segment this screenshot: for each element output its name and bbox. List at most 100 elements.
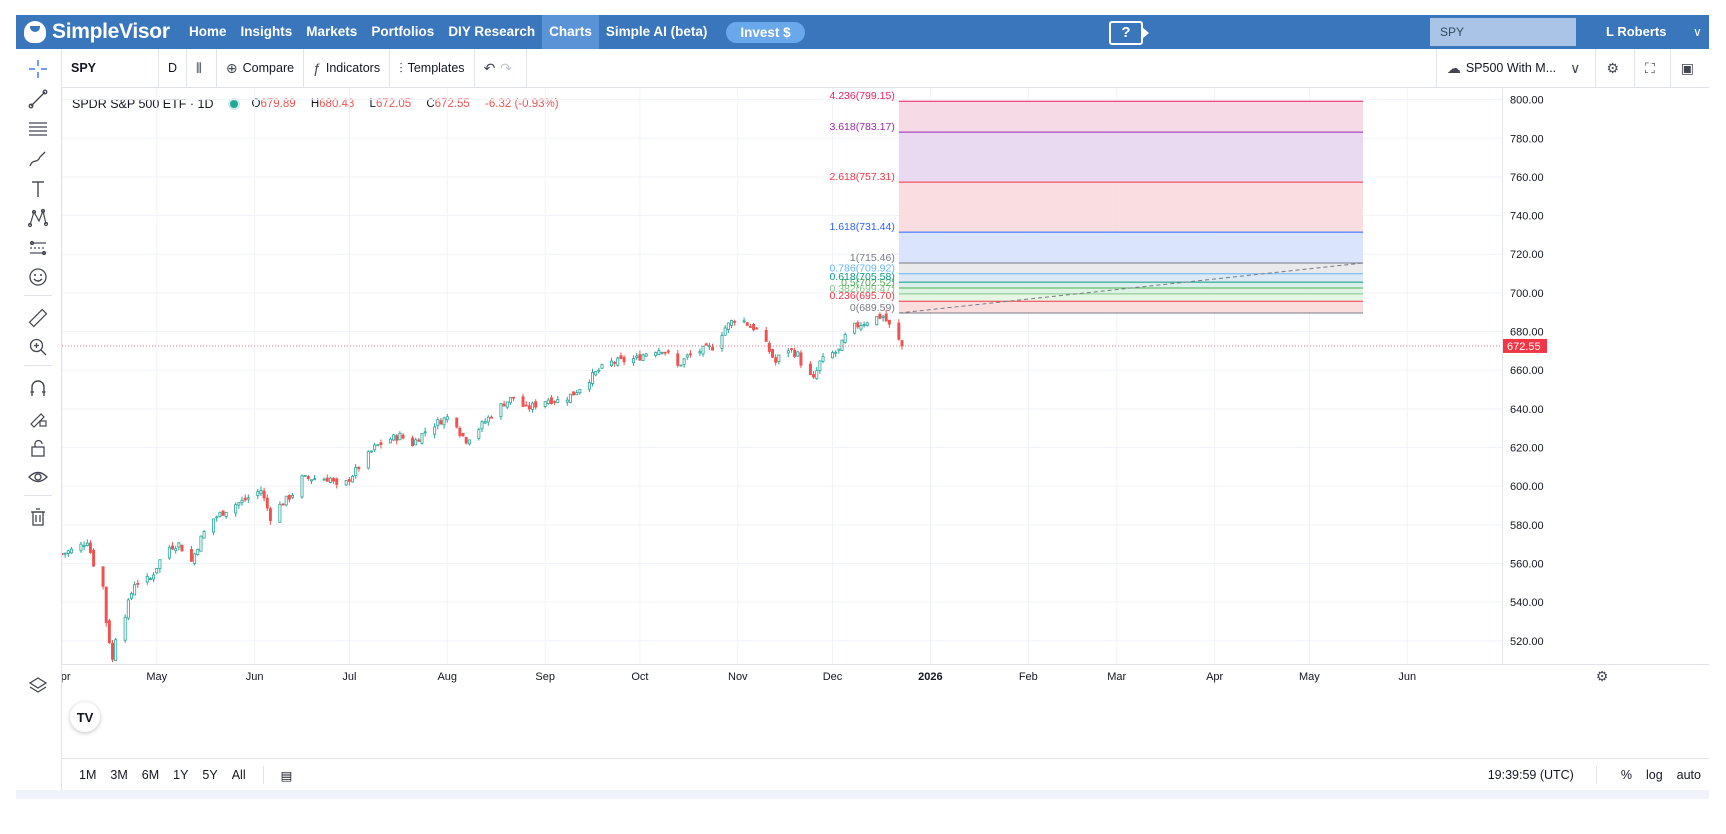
legend-open: 679.89 <box>260 98 296 110</box>
crosshair-icon[interactable] <box>27 58 49 80</box>
nav-charts[interactable]: Charts <box>542 15 599 49</box>
trend-line-icon[interactable] <box>27 88 49 110</box>
candle-body <box>609 360 613 367</box>
candle-body <box>69 548 73 554</box>
candle-body <box>726 322 730 330</box>
range-5y[interactable]: 5Y <box>202 768 218 782</box>
candle-body <box>881 315 885 318</box>
candles-icon: ⫴ <box>196 59 202 76</box>
fib-level-label: 0.382(699.47) <box>829 283 894 295</box>
candle-body <box>82 544 86 547</box>
chart-type-button[interactable]: ⫴ <box>187 49 217 87</box>
range-1y[interactable]: 1Y <box>173 768 189 782</box>
candle-body <box>733 321 737 323</box>
candle-body <box>685 354 689 358</box>
candle-body <box>635 355 639 358</box>
magnet-icon[interactable] <box>27 377 49 399</box>
candle-body <box>111 642 115 660</box>
candle-body <box>417 439 421 442</box>
candle-body <box>859 325 863 330</box>
brand-logo[interactable]: SimpleVisor <box>24 20 182 44</box>
pattern-tool-icon[interactable] <box>27 207 49 229</box>
fib-zone <box>898 101 1364 133</box>
range-1m[interactable]: 1M <box>79 768 97 782</box>
candle-body <box>357 466 361 469</box>
fullscreen-button[interactable]: ⛶ <box>1633 49 1670 87</box>
text-tool-icon[interactable] <box>27 178 49 200</box>
candle-body <box>88 542 92 553</box>
time-tick-label: Apr <box>1206 671 1223 683</box>
candle-body <box>578 389 582 394</box>
fib-level-label: 0.786(709.92) <box>829 263 894 275</box>
zoom-in-icon[interactable] <box>27 336 49 358</box>
symbol-button[interactable]: SPY <box>62 49 159 87</box>
candle-body <box>114 639 118 662</box>
range-all[interactable]: All <box>231 768 246 782</box>
prediction-tool-icon[interactable] <box>27 237 49 259</box>
templates-button[interactable]: ⫶ Templates <box>390 49 475 87</box>
gear-icon: ⚙ <box>1606 59 1619 76</box>
range-6m[interactable]: 6M <box>141 768 160 782</box>
unlock-icon[interactable] <box>27 437 49 459</box>
interval-button[interactable]: D <box>159 49 188 87</box>
candle-body <box>505 401 509 408</box>
candle-body <box>897 322 901 340</box>
last-price-label: 672.55 <box>1507 341 1541 353</box>
fib-retracement-icon[interactable] <box>27 118 49 140</box>
candle-body <box>455 417 459 428</box>
user-name[interactable]: L Roberts <box>1606 24 1667 39</box>
candle-body <box>553 400 557 403</box>
candle-body <box>572 391 576 396</box>
candle-body <box>660 351 664 354</box>
nav-home[interactable]: Home <box>189 24 227 39</box>
candle-body <box>613 361 617 364</box>
tradingview-logo[interactable]: TV <box>70 702 100 732</box>
candle-body <box>878 313 882 319</box>
chevron-down-icon[interactable]: ∨ <box>1693 25 1702 39</box>
ruler-icon[interactable] <box>27 307 49 329</box>
indicators-button[interactable]: ƒ Indicators <box>304 49 391 87</box>
layout-selector[interactable]: ☁ SP500 With M... ∨ <box>1435 49 1596 87</box>
candle-body <box>155 567 159 574</box>
nav-portfolios[interactable]: Portfolios <box>371 24 435 39</box>
candle-body <box>300 475 304 498</box>
help-video-icon[interactable]: ? <box>1109 21 1149 45</box>
lock-drawing-icon[interactable] <box>27 407 49 429</box>
candle-body <box>202 531 206 539</box>
candle-body <box>818 360 822 371</box>
sidebar-divider <box>24 495 52 496</box>
bottom-bar: 1M 3M 6M 1Y 5Y All ▤ 19:39:59 (UTC) % lo… <box>62 758 1709 791</box>
candle-body <box>133 584 137 596</box>
candle-body <box>145 576 149 583</box>
emoji-icon[interactable] <box>27 266 49 288</box>
candle-body <box>786 350 790 354</box>
nav-simple-ai[interactable]: Simple AI (beta) <box>605 24 708 39</box>
price-chart[interactable]: 520.00 540.00 560.00 580.00 600.00 620.00 640.… <box>62 88 1709 758</box>
redo-icon[interactable]: ↷ <box>500 59 513 76</box>
snapshot-button[interactable]: ▣ <box>1669 49 1709 87</box>
nav-insights[interactable]: Insights <box>240 24 293 39</box>
nav-markets[interactable]: Markets <box>306 24 358 39</box>
settings-button[interactable]: ⚙ <box>1595 49 1634 87</box>
date-range-icon[interactable]: ▤ <box>280 768 293 783</box>
eye-icon[interactable] <box>27 466 49 488</box>
candle-body <box>215 516 219 519</box>
symbol-search-input[interactable] <box>1430 18 1576 46</box>
invest-button[interactable]: Invest $ <box>726 21 805 43</box>
time-tick-label: May <box>146 671 167 683</box>
candle-body <box>622 357 626 363</box>
percent-scale-toggle[interactable]: % <box>1620 768 1632 782</box>
clock-time[interactable]: 19:39:59 (UTC) <box>1487 768 1574 782</box>
candle-body <box>745 322 749 326</box>
undo-button[interactable]: ↶ ↷ <box>475 49 528 87</box>
log-scale-toggle[interactable]: log <box>1645 768 1663 782</box>
layers-icon[interactable] <box>27 675 49 697</box>
candle-body <box>395 435 399 441</box>
range-3m[interactable]: 3M <box>110 768 128 782</box>
compare-button[interactable]: ⊕ Compare <box>217 49 305 87</box>
trash-icon[interactable] <box>27 506 49 528</box>
candle-body <box>632 358 636 364</box>
brush-icon[interactable] <box>27 148 49 170</box>
auto-scale-toggle[interactable]: auto <box>1676 768 1701 782</box>
nav-diy-research[interactable]: DIY Research <box>448 24 536 39</box>
